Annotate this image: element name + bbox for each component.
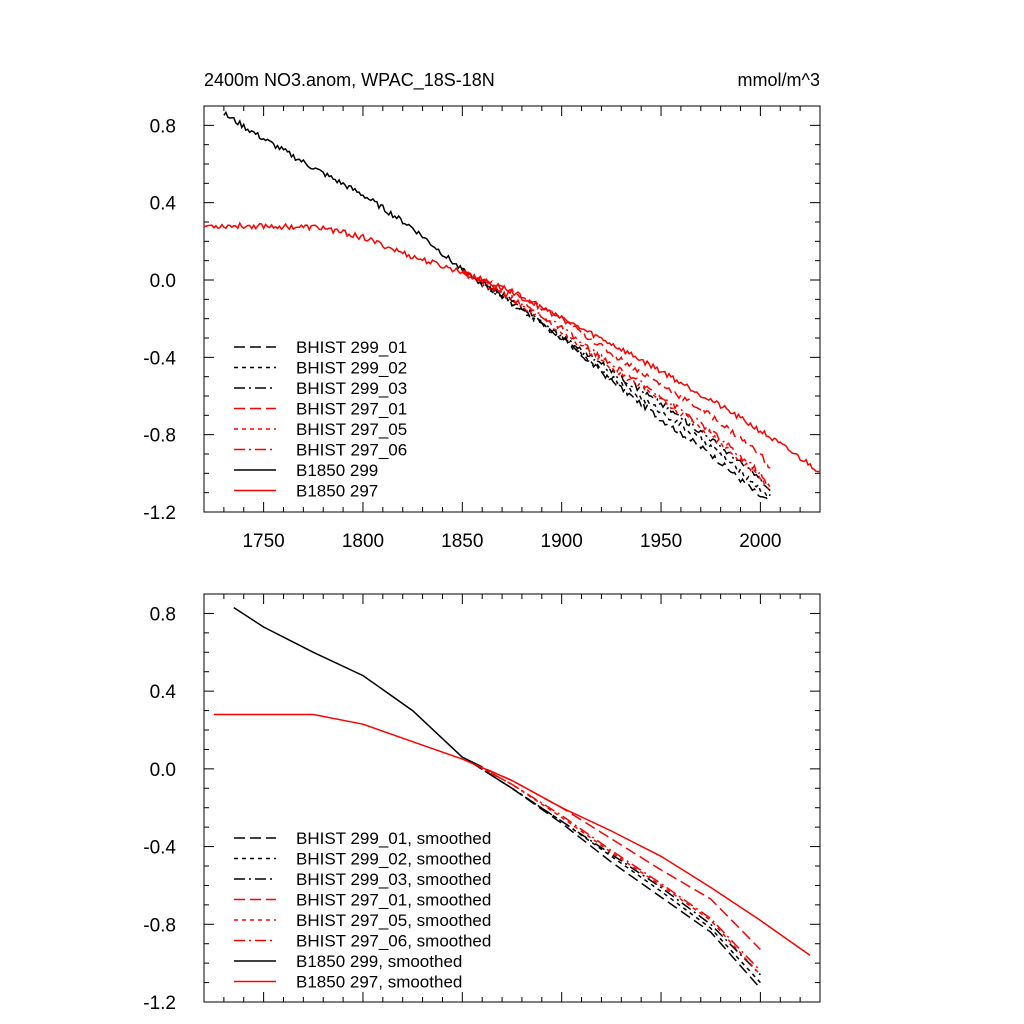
y-tick-label: -0.4 [143,348,176,369]
panel-units: mmol/m^3 [738,70,820,90]
x-tick-label: 2000 [739,531,781,552]
legend-label: B1850 299 [296,461,378,480]
y-tick-label: 0.8 [150,604,176,625]
series-line [462,269,771,488]
legend-label: BHIST 299_03 [296,379,407,398]
legend-label: B1850 297, smoothed [296,973,462,992]
legend-label: BHIST 299_02 [296,359,407,378]
y-tick-label: -1.2 [143,503,176,524]
x-tick-label: 1950 [640,531,682,552]
y-tick-label: -0.8 [143,426,176,447]
series-line [471,762,761,972]
series-line [471,762,761,976]
y-tick-label: -0.4 [143,838,176,859]
legend-label: BHIST 297_01, smoothed [296,891,491,910]
legend-label: BHIST 299_03, smoothed [296,870,491,889]
panel-title: 2400m NO3.anom, WPAC_18S-18N [204,70,495,91]
legend-label: B1850 299, smoothed [296,952,462,971]
series-line [223,110,463,271]
y-tick-label: 0.8 [150,116,176,137]
legend-label: BHIST 299_02, smoothed [296,850,491,869]
series-line [461,267,771,503]
y-tick-label: 0.4 [150,682,177,703]
series-line [471,762,761,976]
legend-label: B1850 297 [296,482,378,501]
y-tick-label: 0.0 [150,760,176,781]
plot-frame [203,593,821,1003]
x-tick-label: 1750 [242,531,284,552]
y-tick-label: 0.0 [150,271,176,292]
legend-label: BHIST 297_05, smoothed [296,911,491,930]
legend-label: BHIST 299_01 [296,338,407,357]
top-panel: 2400m NO3.anom, WPAC_18S-18N mmol/m^3 17… [143,70,821,552]
y-tick-label: -0.8 [143,915,176,936]
legend-label: BHIST 299_01, smoothed [296,829,491,848]
x-tick-label: 1850 [441,531,483,552]
series-line [471,762,761,951]
legend-label: BHIST 297_05 [296,420,407,439]
legend-label: BHIST 297_01 [296,400,407,419]
x-tick-label: 1900 [541,531,583,552]
y-tick-label: 0.4 [150,194,177,215]
x-tick-label: 1800 [342,531,384,552]
series-line [204,221,821,473]
series-line [471,762,761,989]
bottom-panel: 0.8 0.4 0.0 -0.4 -0.8 -1.2 BHIST 299_01, smoot… [143,593,821,1014]
series-line [233,606,483,768]
series-line [461,267,771,492]
series-line [471,762,761,984]
legend-label: BHIST 297_06 [296,441,407,460]
series-line [461,271,771,469]
series-line [461,270,771,493]
plot-frame [203,105,821,513]
legend-label: BHIST 297_06, smoothed [296,932,491,951]
y-tick-label: -1.2 [143,993,176,1014]
series-line [213,713,811,957]
